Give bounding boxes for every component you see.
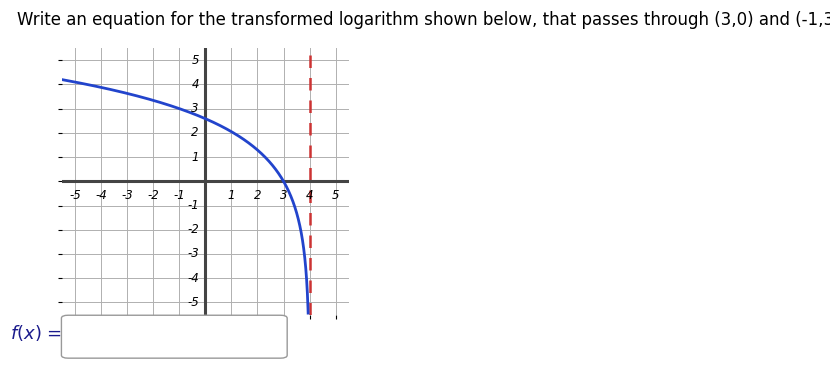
Text: 5: 5	[192, 54, 199, 67]
Text: 2: 2	[254, 189, 261, 202]
Text: 3: 3	[192, 102, 199, 115]
Text: 2: 2	[192, 127, 199, 139]
Text: -5: -5	[188, 296, 199, 309]
Text: -4: -4	[188, 272, 199, 285]
Text: -4: -4	[95, 189, 107, 202]
Text: -2: -2	[148, 189, 159, 202]
Text: -3: -3	[121, 189, 133, 202]
Text: -3: -3	[188, 248, 199, 260]
Text: -1: -1	[173, 189, 185, 202]
Text: 5: 5	[332, 189, 339, 202]
Text: -2: -2	[188, 223, 199, 236]
Text: 1: 1	[227, 189, 235, 202]
Text: -5: -5	[70, 189, 81, 202]
Text: -1: -1	[188, 199, 199, 212]
Text: 4: 4	[305, 189, 313, 202]
Text: 3: 3	[280, 189, 287, 202]
Text: 4: 4	[192, 78, 199, 91]
Text: $f(x)$ =: $f(x)$ =	[10, 323, 62, 343]
Text: Write an equation for the transformed logarithm shown below, that passes through: Write an equation for the transformed lo…	[17, 11, 830, 29]
Text: 1: 1	[192, 151, 199, 164]
